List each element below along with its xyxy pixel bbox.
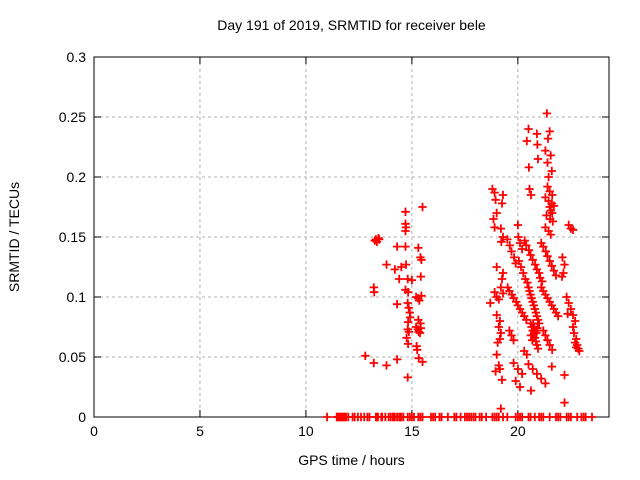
svg-text:0.05: 0.05	[59, 349, 86, 365]
svg-text:0.25: 0.25	[59, 109, 86, 125]
svg-text:5: 5	[196, 423, 204, 439]
x-axis-label: GPS time / hours	[298, 452, 405, 468]
svg-text:0.15: 0.15	[59, 229, 86, 245]
svg-text:20: 20	[510, 423, 526, 439]
svg-text:0.3: 0.3	[67, 49, 87, 65]
chart-title: Day 191 of 2019, SRMTID for receiver bel…	[217, 17, 486, 33]
svg-text:0.2: 0.2	[67, 169, 87, 185]
svg-text:0: 0	[90, 423, 98, 439]
svg-text:0: 0	[78, 409, 86, 425]
svg-text:15: 15	[404, 423, 420, 439]
svg-text:10: 10	[298, 423, 314, 439]
svg-text:0.1: 0.1	[67, 289, 87, 305]
